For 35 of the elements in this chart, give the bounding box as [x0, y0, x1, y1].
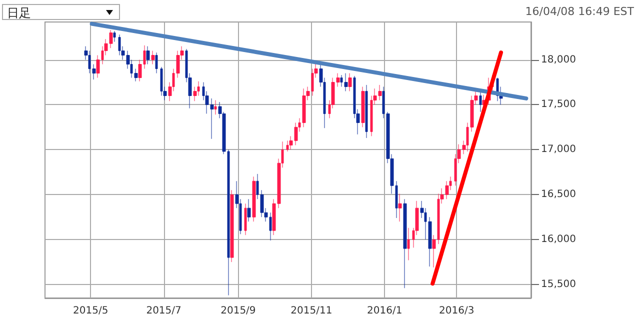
candlestick	[244, 203, 247, 236]
y-tick-label: 15,500	[541, 279, 576, 290]
y-tick-label: 18,000	[541, 54, 576, 66]
x-tick-label: 2015/9	[220, 306, 256, 316]
candlestick	[252, 176, 256, 222]
candlestick	[365, 84, 368, 138]
candlestick	[403, 198, 407, 288]
x-tick-label: 2016/1	[367, 306, 402, 316]
candlestick	[361, 86, 365, 128]
y-tick-label: 17,500	[541, 99, 576, 110]
text: 16/04/08 16:49 EST	[525, 5, 634, 18]
x-tick-label: 2015/7	[146, 306, 182, 316]
x-tick-label: 2015/5	[73, 306, 108, 316]
x-tick-label: 2015/11	[290, 306, 332, 316]
candlestick	[348, 72, 352, 92]
y-tick-label: 16,000	[541, 234, 576, 246]
candlestick	[151, 50, 155, 65]
candlestick	[230, 190, 234, 262]
y-tick-label: 16,500	[541, 189, 576, 200]
candlestick	[146, 46, 150, 65]
dropdown-field: 日足	[2, 4, 120, 20]
candlestick	[247, 198, 251, 222]
candlestick	[214, 100, 217, 115]
candlestick	[302, 88, 306, 128]
candlestick	[155, 52, 158, 74]
y-tick-label: 17,000	[541, 144, 576, 156]
candlestick	[344, 72, 348, 92]
candlestick	[113, 30, 116, 42]
candlestick	[398, 193, 402, 222]
candlestick	[479, 90, 482, 112]
candlestick	[118, 34, 121, 56]
x-tick-label: 2016/3	[439, 306, 474, 316]
candlestick	[407, 228, 410, 260]
candlestick	[160, 66, 163, 96]
candlestick	[286, 140, 289, 152]
